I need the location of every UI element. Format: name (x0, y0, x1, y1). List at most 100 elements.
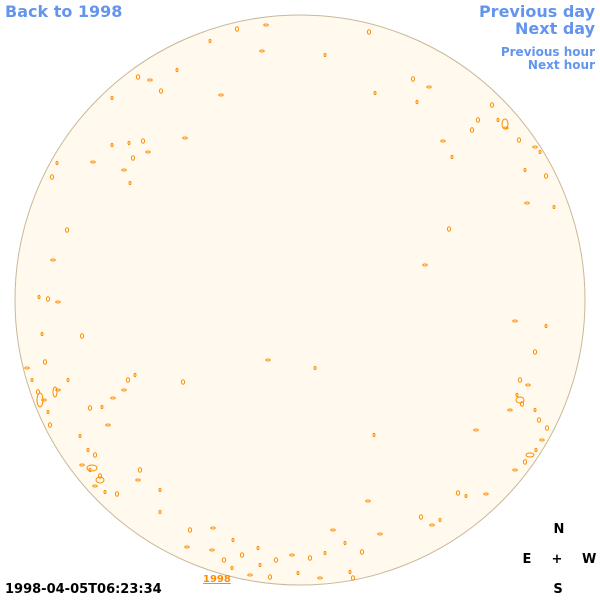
contour-mark (410, 76, 416, 82)
contour-mark (429, 523, 435, 527)
contour-mark (534, 447, 538, 453)
contour-mark (512, 319, 518, 323)
contour-mark (49, 174, 55, 180)
contour-mark (125, 377, 131, 383)
contour-mark (267, 574, 273, 580)
contour-mark (538, 149, 542, 155)
contour-mark (55, 300, 61, 304)
contour-mark (524, 201, 530, 205)
contour-mark (450, 154, 454, 160)
contour-mark (446, 226, 452, 232)
contour-mark (372, 432, 376, 438)
contour-mark (263, 23, 269, 27)
contour-mark (92, 484, 98, 488)
contour-mark (323, 52, 327, 58)
contour-mark (158, 509, 162, 515)
contour-mark (519, 401, 525, 407)
next-hour-link[interactable]: Next hour (527, 58, 595, 72)
contour-mark (110, 396, 116, 400)
contour-mark (92, 452, 98, 458)
contour-mark (231, 537, 235, 543)
contour-mark (330, 528, 336, 532)
contour-mark (259, 49, 265, 53)
next-day-link[interactable]: Next day (515, 19, 595, 38)
contour-mark (265, 358, 271, 362)
contour-mark (273, 557, 279, 563)
contour-mark (247, 573, 253, 577)
contour-mark (86, 447, 90, 453)
contour-mark (66, 377, 70, 383)
contour-mark (221, 557, 227, 563)
contour-mark (415, 99, 419, 105)
contour-mark (469, 127, 475, 133)
observation-timestamp: 1998-04-05T06:23:34 (5, 582, 162, 597)
magnetic-contours (24, 23, 556, 581)
contour-mark (343, 540, 347, 546)
contour-mark (208, 38, 212, 44)
contour-mark (307, 555, 313, 561)
contour-mark (121, 168, 127, 172)
contour-mark (489, 102, 495, 108)
contour-mark (158, 487, 162, 493)
contour-mark (359, 549, 365, 555)
contour-mark (533, 407, 537, 413)
contour-mark (536, 417, 542, 423)
previous-hour-link[interactable]: Previous hour (500, 45, 595, 59)
contour-mark (365, 499, 371, 503)
contour-mark (418, 514, 424, 520)
contour-mark (55, 160, 59, 166)
contour-mark (79, 333, 85, 339)
contour-mark (30, 377, 34, 383)
contour-mark (483, 492, 489, 496)
contour-mark (24, 366, 30, 370)
year-link[interactable]: 1998 (203, 574, 231, 585)
contour-mark (175, 67, 179, 73)
contour-loop (525, 452, 535, 458)
contour-mark (230, 565, 234, 571)
contour-mark (496, 117, 500, 123)
contour-mark (234, 26, 240, 32)
contour-mark (218, 93, 224, 97)
contour-mark (78, 433, 82, 439)
contour-mark (507, 408, 513, 412)
back-to-year-link[interactable]: Back to 1998 (5, 2, 123, 21)
contour-mark (140, 138, 146, 144)
contour-mark (187, 527, 193, 533)
contour-mark (455, 490, 461, 496)
contour-mark (97, 473, 103, 479)
contour-mark (517, 377, 523, 383)
contour-mark (438, 517, 442, 523)
contour-mark (348, 569, 352, 575)
contour-loop (36, 392, 44, 408)
contour-mark (37, 294, 41, 300)
contour-mark (100, 404, 104, 410)
contour-mark (426, 85, 432, 89)
previous-day-link[interactable]: Previous day (478, 2, 595, 21)
compass-south-label: S (553, 582, 563, 597)
contour-mark (373, 90, 377, 96)
contour-mark (135, 74, 141, 80)
contour-mark (184, 545, 190, 549)
contour-mark (88, 467, 92, 473)
contour-mark (516, 137, 522, 143)
compass-west-label: W (582, 552, 597, 567)
contour-mark (127, 140, 131, 146)
contour-mark (90, 160, 96, 164)
contour-mark (422, 263, 428, 267)
contour-loop (501, 118, 509, 130)
contour-mark (532, 145, 538, 149)
contour-mark (475, 117, 481, 123)
contour-mark (46, 409, 50, 415)
contour-mark (440, 139, 446, 143)
contour-mark (523, 167, 527, 173)
contour-loop (86, 464, 98, 472)
contour-mark (289, 553, 295, 557)
contour-mark (103, 489, 107, 495)
contour-loop (95, 476, 105, 484)
contour-mark (366, 29, 372, 35)
contour-mark (180, 379, 186, 385)
contour-mark (114, 491, 120, 497)
contour-loop (515, 396, 525, 404)
